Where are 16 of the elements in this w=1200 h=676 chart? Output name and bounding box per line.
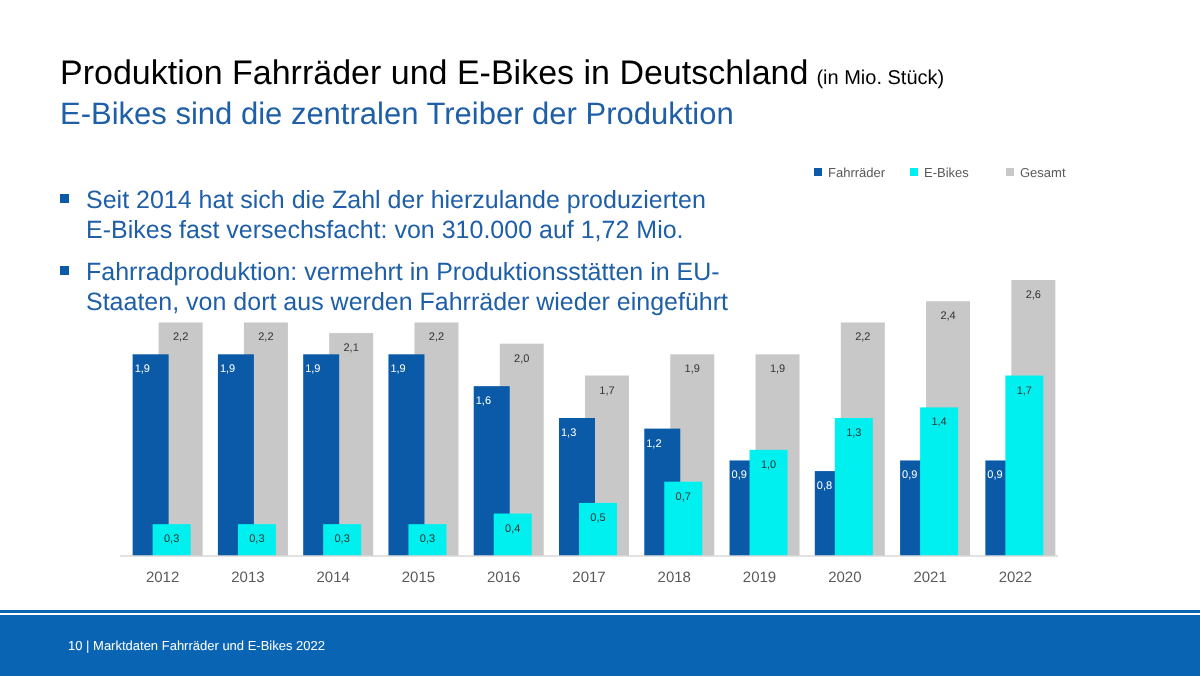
- chart-subtitle: E-Bikes sind die zentralen Treiber der Produktion: [60, 98, 734, 132]
- bar: [920, 407, 959, 556]
- text: (in Mio. Stück): [816, 68, 945, 90]
- annotation: Fahrradproduktion: vermehrt in Produktionsstätten in EU-Staaten, von dort aus werden Fahrräder wieder eingeführt: [86, 258, 730, 316]
- bar: [834, 418, 873, 556]
- chart-title: Produktion Fahrräder und E-Bikes in Deutschland: [60, 54, 809, 92]
- bar: [749, 449, 788, 556]
- bar: [1005, 375, 1044, 556]
- bar: [152, 524, 191, 556]
- bar: [664, 481, 703, 556]
- bar: [237, 524, 276, 556]
- bar: [579, 502, 617, 556]
- bar: [493, 513, 532, 556]
- text: Seit 2014 hat sich die Zahl der hierzulande produzierten E-Bikes fast versechsfacht: von 310.000 auf 1,72 Mio.: [86, 186, 706, 244]
- bar: [323, 524, 362, 556]
- bar: [408, 524, 447, 556]
